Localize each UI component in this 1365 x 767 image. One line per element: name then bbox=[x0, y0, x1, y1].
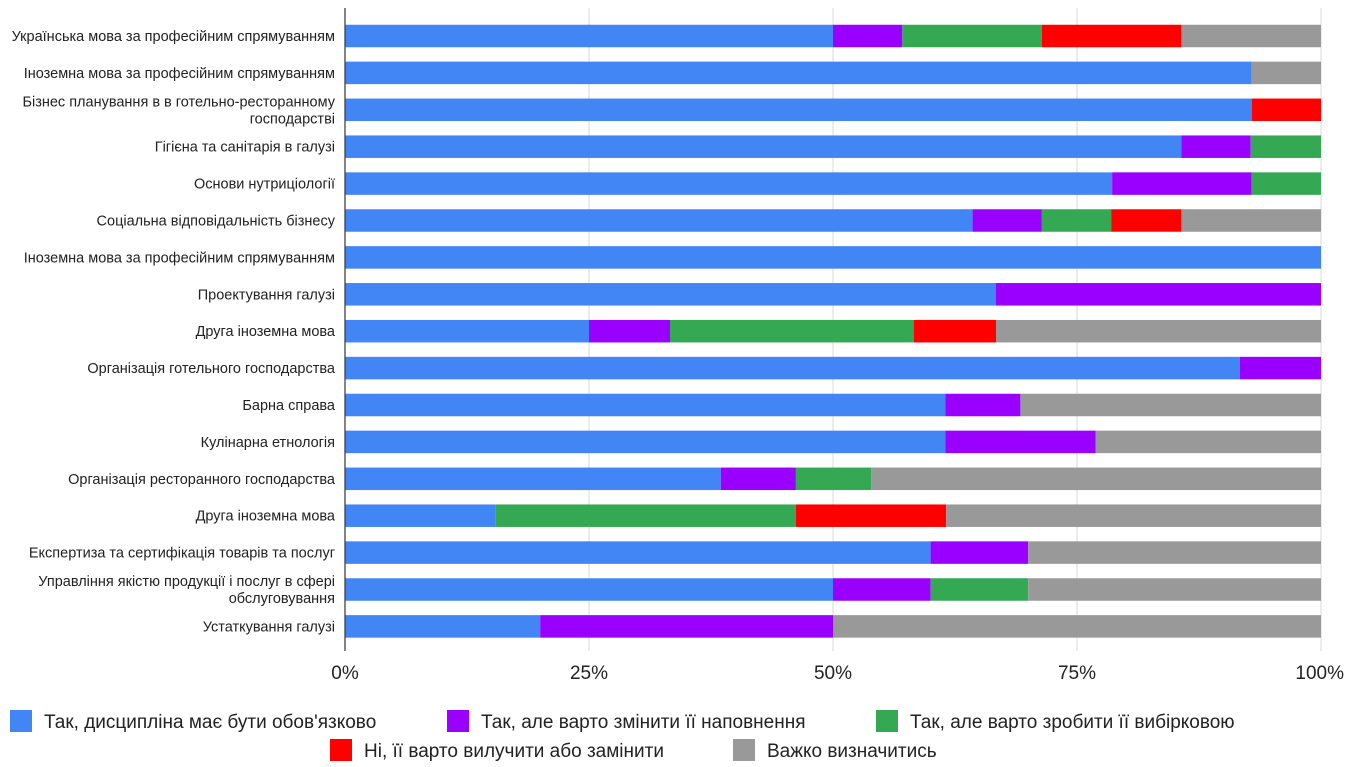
bar-segment-series-1 bbox=[345, 61, 1252, 85]
bar-segment-series-1 bbox=[345, 319, 589, 343]
bar-segment-series-4 bbox=[795, 504, 947, 527]
bar-segment-series-5 bbox=[1095, 430, 1321, 454]
bar-segment-series-4 bbox=[914, 319, 996, 343]
bar-segment-series-5 bbox=[1028, 541, 1321, 564]
x-tick-label: 75% bbox=[1058, 663, 1096, 684]
bar-segment-series-5 bbox=[946, 504, 1321, 527]
bar-segment-series-1 bbox=[345, 209, 973, 232]
category-label: Гігієна та санітарія в галузі bbox=[155, 140, 335, 156]
category-label: Проектування галузі bbox=[198, 287, 335, 303]
category-label: Друга іноземна мова bbox=[196, 509, 336, 525]
bar-segment-series-2 bbox=[833, 24, 903, 48]
bar-segment-series-2 bbox=[945, 393, 1021, 417]
bar-segment-series-1 bbox=[345, 246, 1321, 269]
category-label: Організація готельного господарства bbox=[87, 361, 336, 377]
category-label: Іноземна мова за професійним спрямування… bbox=[24, 66, 335, 82]
bar-segment-series-4 bbox=[1251, 98, 1321, 122]
legend-label: Ні, її варто вилучити або замінити bbox=[364, 741, 664, 762]
bar-segment-series-2 bbox=[540, 615, 833, 638]
bar-segment-series-1 bbox=[345, 172, 1113, 195]
category-label: Барна справа bbox=[242, 398, 336, 414]
bar-segment-series-1 bbox=[345, 578, 833, 601]
bar-segment-series-3 bbox=[1251, 172, 1321, 195]
bar-segment-series-1 bbox=[345, 467, 721, 491]
bar-segment-series-1 bbox=[345, 98, 1252, 122]
x-tick-label: 25% bbox=[570, 663, 608, 684]
bar-segment-series-1 bbox=[345, 24, 833, 48]
legend-swatch bbox=[876, 710, 898, 732]
bar-segment-series-1 bbox=[345, 541, 931, 564]
bar-segment-series-5 bbox=[1028, 578, 1321, 601]
legend-label: Так, але варто зробити її вибірковою bbox=[910, 712, 1235, 733]
bar-segment-series-1 bbox=[345, 356, 1240, 380]
bar-segment-series-2 bbox=[945, 430, 1096, 454]
bar-segment-series-1 bbox=[345, 615, 541, 638]
bar-segment-series-2 bbox=[833, 578, 931, 601]
bar-segment-series-2 bbox=[972, 209, 1042, 232]
bar-segment-series-4 bbox=[1111, 209, 1182, 232]
bar-segment-series-2 bbox=[589, 319, 671, 343]
bar-segment-series-2 bbox=[1112, 172, 1252, 195]
bar-segment-series-1 bbox=[345, 283, 996, 306]
bar-segment-series-5 bbox=[871, 467, 1321, 491]
bar-segment-series-2 bbox=[995, 283, 1321, 306]
bar-segment-series-5 bbox=[1251, 61, 1321, 85]
bar-segment-series-5 bbox=[1181, 24, 1321, 48]
category-label: обслуговування bbox=[229, 591, 335, 607]
bar-segment-series-3 bbox=[902, 24, 1042, 48]
bar-segment-series-2 bbox=[720, 467, 796, 491]
bars bbox=[345, 24, 1321, 638]
category-label: Бізнес планування в в готельно-ресторанн… bbox=[22, 94, 335, 110]
bar-segment-series-4 bbox=[1041, 24, 1182, 48]
category-label: Організація ресторанного господарства bbox=[68, 472, 336, 488]
bar-segment-series-3 bbox=[495, 504, 796, 527]
category-label: Соціальна відповідальність бізнесу bbox=[97, 214, 336, 230]
bar-segment-series-2 bbox=[930, 541, 1029, 564]
category-label: Українська мова за професійним спрямуван… bbox=[12, 29, 335, 45]
bar-segment-series-5 bbox=[1181, 209, 1321, 232]
x-tick-label: 100% bbox=[1295, 663, 1344, 684]
bar-segment-series-3 bbox=[795, 467, 872, 491]
category-label: Основи нутриціології bbox=[194, 177, 335, 193]
x-tick-labels: 0% 25% 50% 75% 100% bbox=[331, 663, 1344, 684]
bar-segment-series-2 bbox=[1181, 135, 1251, 158]
category-label: Друга іноземна мова bbox=[196, 324, 336, 340]
bar-segment-series-3 bbox=[1250, 135, 1321, 158]
legend-swatch bbox=[447, 710, 469, 732]
legend-label: Важко визначитись bbox=[767, 741, 937, 762]
category-label: Експертиза та сертифікація товарів та по… bbox=[29, 546, 335, 562]
bar-segment-series-5 bbox=[995, 319, 1321, 343]
category-label: Управління якістю продукції і послуг в с… bbox=[38, 574, 335, 590]
bar-segment-series-1 bbox=[345, 430, 946, 454]
category-label: Кулінарна етнологія bbox=[201, 435, 335, 451]
category-label: Іноземна мова за професійним спрямування… bbox=[24, 250, 335, 266]
category-label: господарстві bbox=[250, 111, 335, 127]
bar-segment-series-2 bbox=[1239, 356, 1321, 380]
bar-segment-series-3 bbox=[930, 578, 1029, 601]
category-label: Устаткування галузі bbox=[203, 619, 335, 635]
bar-segment-series-3 bbox=[1041, 209, 1112, 232]
bar-segment-series-3 bbox=[670, 319, 915, 343]
category-labels: Українська мова за професійним спрямуван… bbox=[12, 29, 336, 635]
legend: Так, дисципліна має бути обов'язково Так,… bbox=[10, 710, 1235, 762]
bar-segment-series-5 bbox=[1020, 393, 1321, 417]
legend-swatch bbox=[10, 710, 32, 732]
legend-label: Так, але варто змінити її наповнення bbox=[481, 712, 806, 733]
bar-segment-series-5 bbox=[833, 615, 1321, 638]
x-tick-label: 50% bbox=[814, 663, 852, 684]
x-tick-label: 0% bbox=[331, 663, 359, 684]
bar-segment-series-1 bbox=[345, 135, 1182, 158]
legend-swatch bbox=[330, 739, 352, 761]
legend-swatch bbox=[733, 739, 755, 761]
bar-segment-series-1 bbox=[345, 393, 946, 417]
bar-segment-series-1 bbox=[345, 504, 496, 527]
legend-label: Так, дисципліна має бути обов'язково bbox=[44, 712, 376, 733]
